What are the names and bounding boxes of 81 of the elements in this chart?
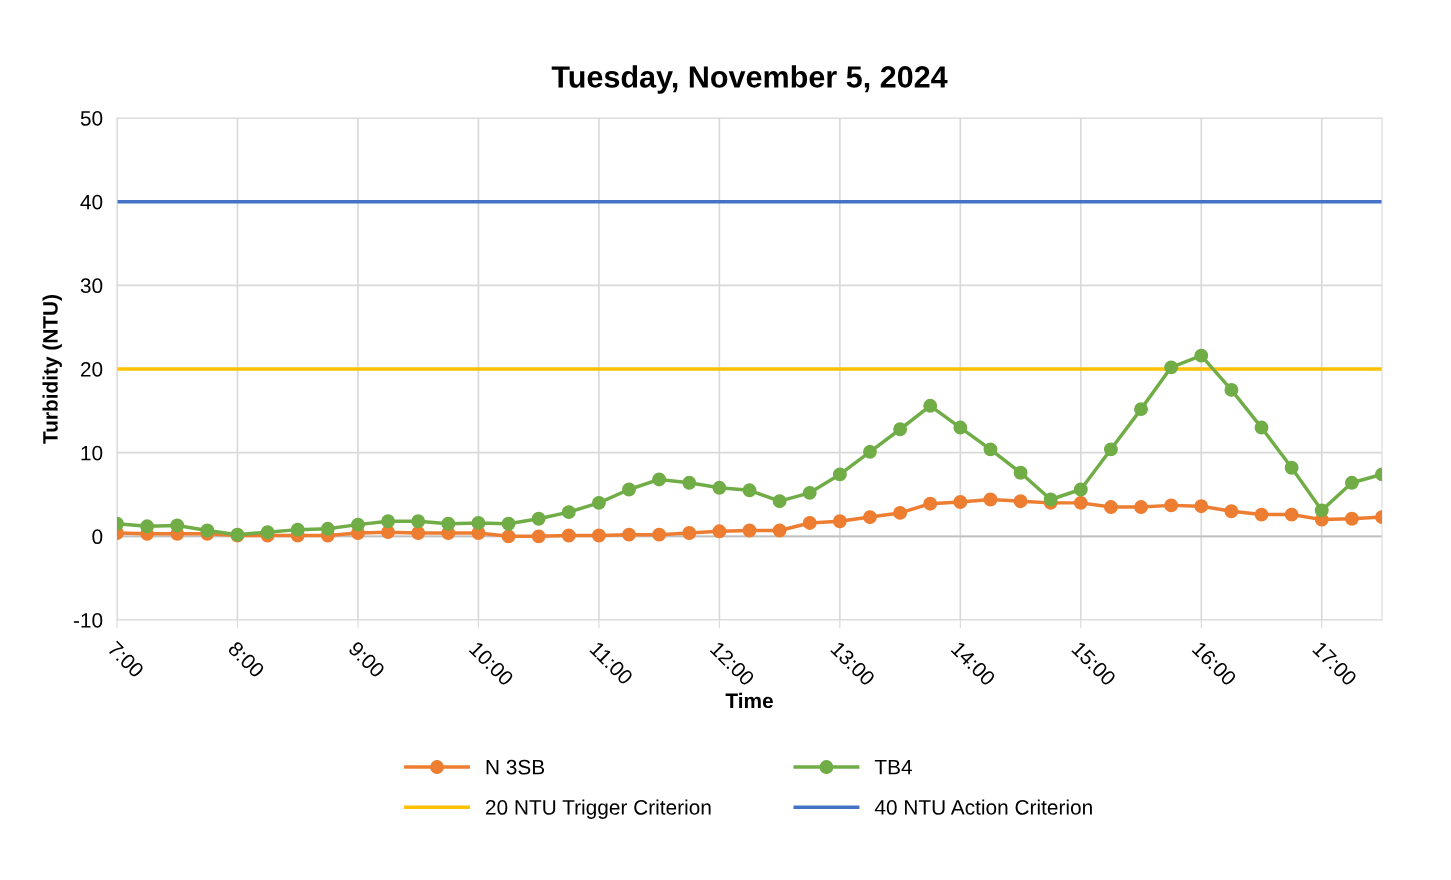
point xyxy=(501,516,516,531)
point xyxy=(983,492,998,507)
point xyxy=(832,467,847,482)
point xyxy=(1314,503,1329,518)
point xyxy=(561,528,576,543)
point xyxy=(531,529,546,544)
y-tick-label: 50 xyxy=(80,111,103,126)
point xyxy=(591,528,606,543)
point xyxy=(772,494,787,509)
point xyxy=(170,518,185,533)
point xyxy=(953,495,968,509)
y-tick-label: -10 xyxy=(73,613,103,628)
point xyxy=(1254,420,1269,435)
point xyxy=(863,510,877,525)
point xyxy=(290,522,305,537)
point xyxy=(140,519,155,534)
y-axis-title: Turbidity (NTU) xyxy=(42,295,62,444)
point xyxy=(1164,360,1179,375)
point xyxy=(1073,482,1088,497)
point xyxy=(923,496,938,511)
point xyxy=(893,505,908,520)
x-axis-title: Time xyxy=(725,692,773,709)
point xyxy=(1013,494,1028,509)
chart-title: Tuesday, November 5, 2024 xyxy=(551,65,948,94)
point xyxy=(652,472,667,487)
point xyxy=(1224,382,1239,397)
point xyxy=(1103,500,1118,514)
point xyxy=(1344,475,1359,490)
point xyxy=(1134,500,1148,514)
y-tick-label: 0 xyxy=(92,529,103,545)
point xyxy=(622,527,636,542)
point xyxy=(953,420,968,435)
point xyxy=(712,524,727,539)
point xyxy=(1344,511,1359,526)
y-tick-label: 10 xyxy=(81,445,103,461)
point xyxy=(471,516,486,530)
point xyxy=(1073,495,1088,510)
x-tick-label: 8:00 xyxy=(227,640,266,679)
point xyxy=(712,480,727,495)
point xyxy=(561,505,576,520)
point xyxy=(531,511,546,526)
point xyxy=(441,516,456,531)
point xyxy=(1224,504,1239,519)
point xyxy=(652,527,667,542)
point xyxy=(923,398,938,413)
y-tick-label: 40 xyxy=(80,194,103,210)
point xyxy=(351,517,365,532)
point xyxy=(591,495,606,510)
point xyxy=(1284,507,1299,522)
point xyxy=(1103,442,1118,457)
legend-label: TB4 xyxy=(874,760,912,775)
point xyxy=(411,514,426,529)
legend-label: 20 NTU Trigger Criterion xyxy=(486,799,711,819)
legend-label: 40 NTU Action Criterion xyxy=(874,799,1092,815)
x-tick-label: 9:00 xyxy=(347,640,386,679)
point xyxy=(622,482,636,497)
point xyxy=(1194,499,1209,514)
point xyxy=(682,526,697,540)
point xyxy=(1284,460,1299,475)
point xyxy=(802,485,817,500)
point xyxy=(742,523,757,538)
point xyxy=(832,514,847,529)
point xyxy=(501,529,516,544)
point xyxy=(802,516,817,530)
y-tick-label: 30 xyxy=(80,278,103,294)
point xyxy=(1134,402,1148,417)
point xyxy=(983,442,998,457)
point xyxy=(893,422,908,437)
point xyxy=(1254,507,1269,522)
point xyxy=(682,475,697,490)
point xyxy=(411,526,426,540)
point xyxy=(742,483,757,498)
point xyxy=(381,514,396,529)
point xyxy=(320,521,335,536)
point xyxy=(863,444,877,459)
point xyxy=(1013,465,1028,480)
point xyxy=(1164,498,1179,513)
y-tick-label: 20 xyxy=(80,362,103,377)
point xyxy=(1194,348,1209,363)
point xyxy=(772,523,787,538)
legend-label: N 3SB xyxy=(486,759,545,775)
